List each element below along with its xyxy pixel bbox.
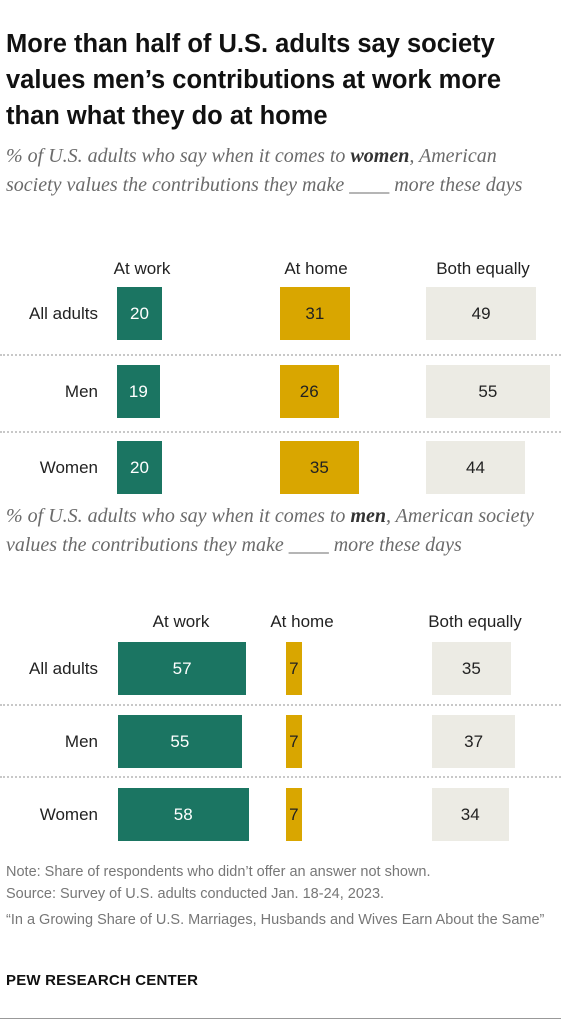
subtitle-text-end: , American society values the contributi…	[6, 145, 523, 196]
bar-value-label: 35	[461, 658, 481, 678]
bar-value-label: 7	[289, 658, 299, 678]
row-label: All adults	[29, 304, 98, 323]
bar-value-label: 20	[130, 457, 149, 477]
bar-at-home: 31	[280, 287, 350, 340]
bar-value-label: 19	[128, 381, 148, 401]
bar-at-work: 19	[117, 365, 160, 418]
bottom-rule	[0, 1018, 561, 1019]
row-divider	[0, 776, 561, 778]
bar-at-home: 7	[286, 788, 302, 841]
chart-subtitle: % of U.S. adults who say when it comes t…	[6, 502, 551, 560]
bar-at-home: 7	[286, 642, 302, 695]
bar-value-label: 31	[305, 303, 325, 323]
column-header-both-equally: Both equally	[428, 612, 522, 631]
bar-value-label: 7	[289, 804, 299, 824]
row-divider	[0, 354, 561, 356]
bar-both-equally: 55	[426, 365, 550, 418]
chart-title: More than half of U.S. adults say societ…	[6, 30, 502, 130]
bar-both-equally: 44	[426, 441, 525, 494]
bar-at-work: 20	[117, 287, 162, 340]
report-title: “In a Growing Share of U.S. Marriages, H…	[6, 912, 545, 928]
bar-at-work: 20	[117, 441, 162, 494]
bar-value-label: 35	[309, 457, 329, 477]
column-header-at-work: At work	[113, 259, 171, 278]
subtitle-keyword: men	[350, 505, 386, 527]
bar-both-equally: 49	[426, 287, 537, 340]
bar-at-work: 58	[118, 788, 249, 841]
bar-value-label: 7	[289, 731, 299, 751]
pew-research-center-logo: PEW RESEARCH CENTER	[6, 972, 199, 989]
row-label: All adults	[29, 659, 98, 678]
column-header-at-work: At work	[152, 612, 210, 631]
bar-value-label: 34	[460, 804, 480, 824]
bar-at-home: 7	[286, 715, 302, 768]
bar-value-label: 37	[464, 731, 484, 751]
row-label: Women	[39, 805, 98, 824]
row-label: Men	[64, 382, 98, 401]
subtitle-text-start: % of U.S. adults who say when it comes t…	[6, 145, 351, 167]
bar-value-label: 55	[170, 731, 190, 751]
column-header-at-home: At home	[284, 259, 348, 278]
bar-value-label: 20	[130, 303, 149, 323]
bar-value-label: 57	[172, 658, 192, 678]
row-divider	[0, 431, 561, 433]
bar-at-home: 35	[280, 441, 359, 494]
column-header-at-home: At home	[270, 612, 334, 631]
bar-at-work: 55	[118, 715, 242, 768]
bar-at-work: 57	[118, 642, 247, 695]
bar-value-label: 44	[466, 457, 485, 477]
note-text: Note: Share of respondents who didn’t of…	[6, 864, 431, 880]
subtitle-keyword: women	[350, 145, 410, 167]
bar-value-label: 49	[471, 303, 491, 323]
bar-at-home: 26	[280, 365, 339, 418]
bar-value-label: 55	[478, 381, 498, 401]
row-label: Men	[64, 732, 98, 751]
subtitle-text-start: % of U.S. adults who say when it comes t…	[6, 505, 351, 527]
row-label: Women	[39, 458, 98, 477]
subtitle-text-end: , American society values the contributi…	[6, 505, 534, 556]
column-header-both-equally: Both equally	[436, 259, 530, 278]
source-text: Source: Survey of U.S. adults conducted …	[6, 886, 385, 902]
bar-both-equally: 35	[432, 642, 511, 695]
chart-subtitle: % of U.S. adults who say when it comes t…	[6, 142, 551, 200]
bar-both-equally: 34	[432, 788, 509, 841]
bar-value-label: 26	[299, 381, 319, 401]
row-divider	[0, 704, 561, 706]
bar-both-equally: 37	[432, 715, 516, 768]
bar-value-label: 58	[173, 804, 193, 824]
